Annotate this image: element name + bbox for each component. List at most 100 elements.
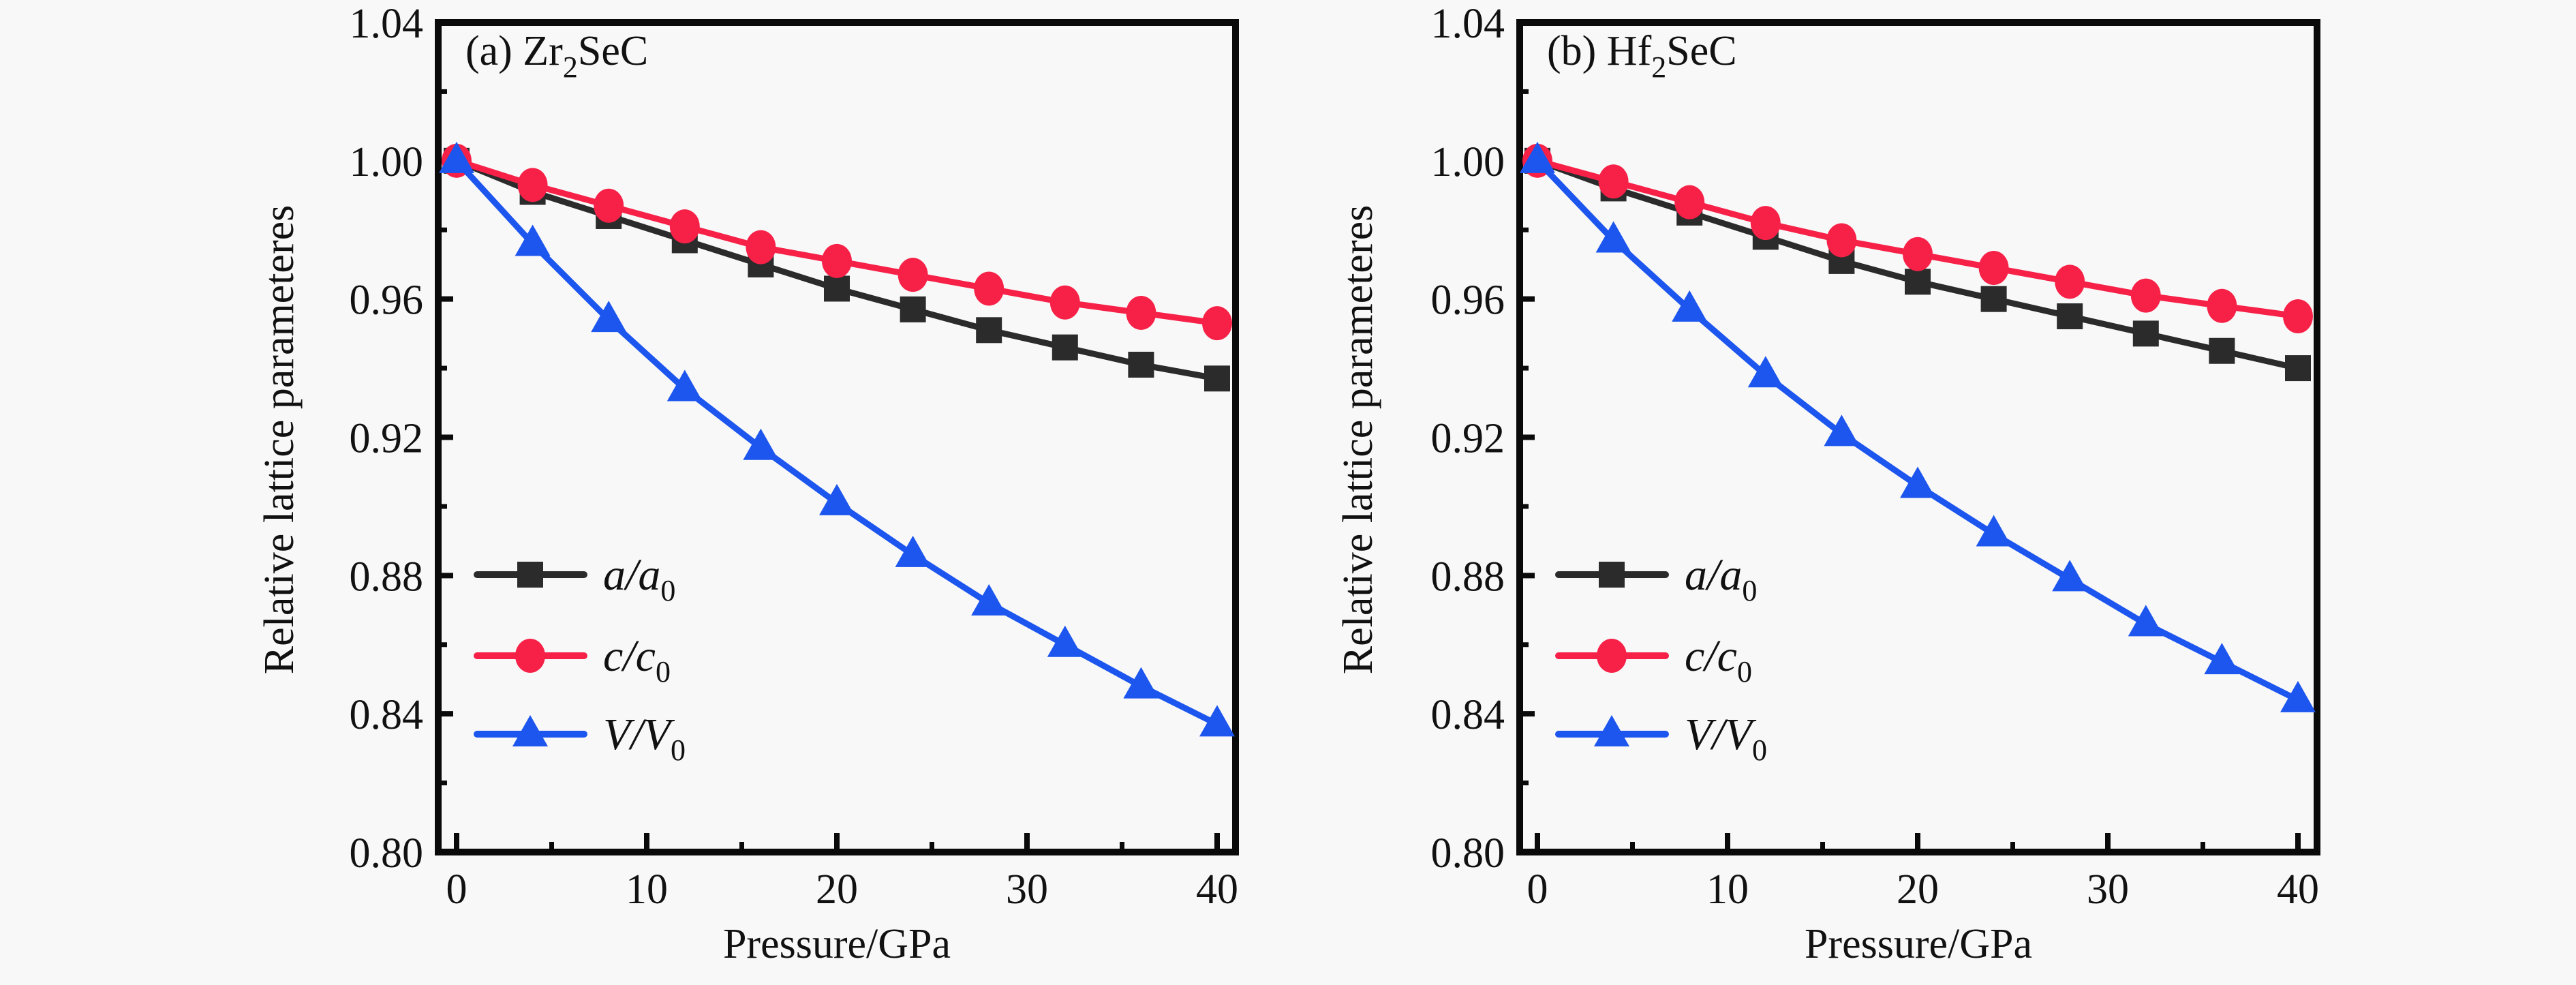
legend-label-subscript: 0: [656, 655, 671, 688]
legend-label: c/c0: [1685, 631, 1752, 688]
x-tick-label: 10: [626, 866, 668, 913]
legend-item: c/c0: [1555, 631, 1752, 688]
data-point: [819, 483, 855, 515]
data-point: [822, 243, 852, 278]
x-tick-label: 40: [1196, 866, 1238, 913]
data-point: [2132, 320, 2159, 347]
y-tick-label: 0.80: [1431, 830, 1505, 877]
x-tick-label: 40: [2277, 866, 2319, 913]
legend-marker-circle: [515, 639, 545, 673]
legend-label: V/V0: [603, 710, 686, 767]
panel-b: 0.800.840.880.920.961.001.040 10 20 30 40Pre…: [1335, 1, 2320, 967]
legend-item: V/V0: [1555, 710, 1767, 767]
data-point: [1598, 164, 1629, 199]
data-point: [669, 209, 700, 244]
data-point: [976, 317, 1002, 344]
data-point: [594, 188, 624, 223]
data-point: [900, 296, 926, 322]
data-point: [2209, 337, 2235, 364]
data-point: [1128, 352, 1154, 378]
legend-item: V/V0: [474, 710, 686, 767]
y-tick-label: 1.04: [350, 1, 424, 47]
data-point: [1674, 185, 1705, 219]
legend-label-main: V/V: [603, 710, 675, 759]
data-point: [824, 275, 850, 302]
data-point: [2207, 288, 2237, 323]
data-point: [1905, 269, 1931, 295]
data-point: [1202, 306, 1232, 341]
legend-item: a/a0: [1555, 550, 1757, 607]
panel-label-tail: SeC: [578, 28, 648, 74]
data-point: [898, 258, 928, 292]
x-tick-label: 20: [816, 866, 858, 913]
legend-item: a/a0: [474, 550, 675, 607]
legend: a/a0c/c0V/V0: [474, 550, 686, 767]
x-tick-label: 10: [1706, 866, 1749, 913]
x-tick-label: 0: [1527, 866, 1548, 913]
y-tick-label: 1.00: [350, 139, 424, 185]
data-point: [1750, 206, 1781, 241]
series-V-V0: [1520, 141, 2316, 712]
legend-marker-circle: [1597, 639, 1627, 673]
panel-label-main: (a) Zr: [465, 28, 563, 74]
y-axis-title: Relative lattice parameteres: [256, 205, 303, 675]
data-point: [2280, 680, 2316, 712]
series-c-c0: [1522, 143, 2313, 334]
panel-label-subscript: 2: [563, 50, 578, 84]
data-point: [515, 224, 551, 256]
data-point: [1900, 466, 1935, 498]
x-axis-title: Pressure/GPa: [723, 921, 951, 967]
data-point: [1980, 286, 2007, 312]
legend-label: V/V0: [1685, 710, 1767, 767]
series-V-V0: [439, 141, 1235, 737]
y-tick-label: 0.92: [350, 416, 424, 462]
data-point: [2057, 303, 2083, 330]
legend-label-subscript: 0: [660, 574, 675, 607]
data-point: [1047, 625, 1083, 657]
data-point: [746, 230, 776, 264]
legend-label-main: a/a: [1685, 550, 1742, 600]
y-tick-label: 0.84: [1431, 692, 1505, 738]
legend-label-subscript: 0: [1752, 733, 1767, 767]
y-tick-label: 0.84: [350, 692, 424, 738]
plot-frame: [435, 19, 1239, 855]
data-point: [1520, 141, 1555, 173]
y-tick-label: 0.80: [350, 830, 424, 877]
panel-label-subscript: 2: [1651, 50, 1666, 84]
data-point: [1595, 221, 1631, 253]
legend-label-subscript: 0: [1737, 655, 1752, 688]
data-point: [1978, 251, 2009, 286]
legend-label-main: V/V: [1685, 710, 1757, 759]
data-point: [1199, 705, 1235, 737]
panel-label-tail: SeC: [1666, 28, 1736, 74]
y-tick-label: 0.92: [1431, 416, 1505, 462]
series-c-c0: [442, 143, 1232, 341]
x-axis-title: Pressure/GPa: [1805, 921, 2032, 967]
y-tick-label: 0.96: [1431, 277, 1505, 324]
y-tick-label: 0.96: [350, 277, 424, 324]
data-point: [1903, 237, 1933, 271]
data-point: [1049, 285, 1080, 320]
data-point: [1126, 295, 1156, 330]
data-point: [2283, 299, 2313, 334]
data-point: [895, 535, 931, 567]
data-point: [2204, 643, 2240, 675]
panel-label: (b) Hf2SeC: [1547, 28, 1737, 84]
data-point: [1204, 365, 1230, 392]
legend-marker-triangle: [512, 715, 548, 746]
y-tick-label: 1.04: [1431, 1, 1505, 47]
legend-marker-triangle: [1594, 715, 1629, 746]
data-point: [2052, 560, 2088, 592]
data-point: [1826, 223, 1857, 258]
data-point: [1976, 515, 2012, 547]
data-point: [2055, 264, 2085, 299]
y-tick-label: 0.88: [350, 554, 424, 600]
data-point: [1747, 356, 1783, 388]
x-tick-label: 0: [446, 866, 467, 913]
data-point: [971, 584, 1007, 616]
legend-label-subscript: 0: [1742, 574, 1757, 607]
data-point: [2285, 355, 2311, 382]
data-point: [974, 271, 1005, 306]
legend-item: c/c0: [474, 631, 671, 688]
